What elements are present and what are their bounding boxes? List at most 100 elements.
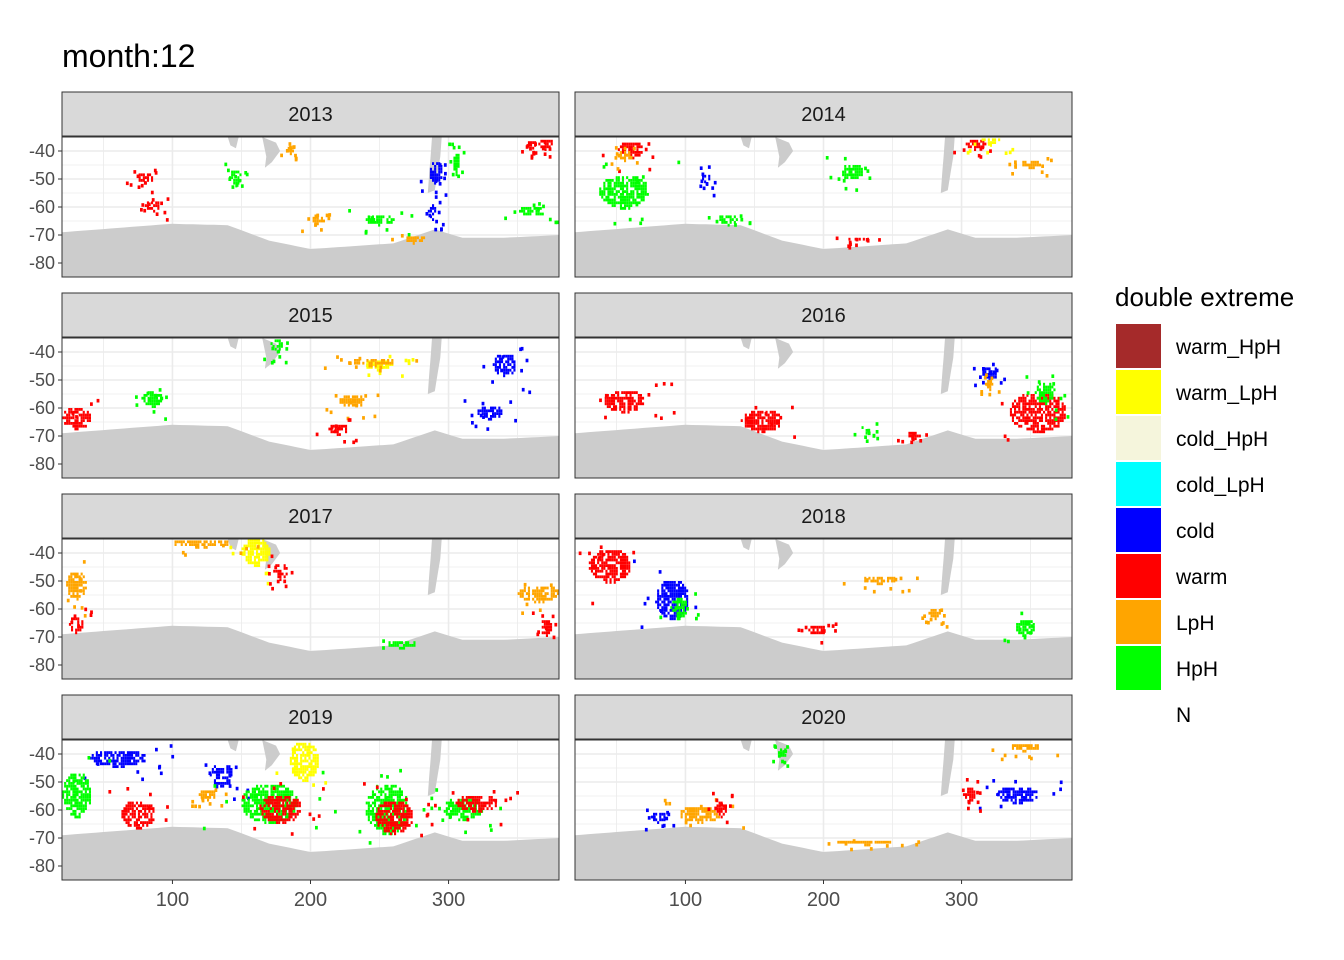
cell-warm (769, 416, 772, 420)
cell-HpH (238, 178, 241, 183)
cell-cold (686, 589, 689, 593)
cell-LpH (176, 540, 179, 544)
cell-HpH (70, 798, 73, 802)
cell-warm (633, 408, 636, 411)
cell-warm (965, 793, 968, 796)
cell-warm (642, 396, 645, 400)
cell-warm (599, 569, 602, 573)
cell-cold (122, 751, 125, 754)
cell-LpH (941, 621, 945, 625)
cell-HpH (611, 179, 614, 182)
cell-cold (118, 754, 121, 757)
cell-HpH (604, 162, 608, 167)
cell-warm (267, 804, 270, 808)
cell-warm (627, 399, 630, 403)
cell-warm (64, 410, 67, 414)
cell-warm (1045, 413, 1048, 417)
cell-cold (490, 409, 493, 413)
cell-warm (625, 391, 628, 394)
cell-warm_LpH (296, 770, 299, 774)
cell-warm (126, 787, 130, 791)
cell-HpH (472, 812, 475, 816)
cell-cold (1016, 793, 1019, 796)
cell-warm (595, 569, 598, 573)
cell-HpH (1030, 628, 1033, 632)
cell-HpH (447, 807, 450, 810)
cell-HpH (260, 810, 263, 813)
cell-LpH (224, 543, 227, 546)
cell-HpH (74, 801, 77, 805)
cell-warm (753, 416, 756, 420)
cell-warm (552, 635, 556, 640)
cell-warm (965, 142, 968, 146)
cell-warm (971, 787, 974, 791)
cell-warm_LpH (324, 781, 328, 785)
cell-warm (474, 796, 477, 799)
cell-cold (131, 756, 134, 760)
cell-LpH (68, 578, 71, 581)
cell-LpH (316, 219, 319, 223)
cell-warm (627, 410, 630, 414)
cell-HpH (644, 190, 647, 193)
cell-cold (429, 167, 432, 171)
cell-cold (663, 818, 666, 822)
cell-HpH (1051, 374, 1055, 378)
cell-HpH (644, 181, 647, 185)
cell-LpH (517, 592, 520, 595)
cell-HpH (400, 211, 404, 215)
cell-HpH (783, 760, 787, 765)
cell-HpH (76, 807, 79, 810)
cell-warm (242, 795, 245, 799)
cell-warm (470, 796, 473, 799)
cell-warm (791, 405, 794, 410)
cell-LpH (360, 398, 363, 401)
cell-warm_LpH (300, 742, 303, 746)
cell-cold (665, 592, 668, 595)
cell-cold (1006, 790, 1009, 794)
cell-HpH (1045, 391, 1048, 394)
cell-warm_LpH (300, 754, 303, 757)
cell-warm (848, 240, 852, 245)
cell-warm (290, 801, 293, 805)
cell-warm (617, 555, 620, 559)
cell-HpH (251, 790, 254, 794)
cell-HpH (399, 768, 402, 773)
cell-warm (281, 572, 284, 576)
y-tick-label: -50 (29, 571, 55, 591)
cell-HpH (390, 644, 393, 647)
cell-warm (597, 575, 600, 579)
cell-HpH (278, 812, 281, 816)
cell-LpH (624, 151, 627, 154)
cell-HpH (601, 190, 604, 193)
cell-warm (777, 413, 780, 417)
cell-HpH (287, 793, 290, 796)
cell-warm (767, 424, 770, 428)
cell-warm (978, 145, 981, 149)
cell-warm_LpH (245, 555, 248, 559)
cell-warm (463, 798, 466, 802)
cell-warm (605, 558, 608, 562)
cell-LpH (693, 810, 696, 813)
cell-HpH (367, 818, 370, 822)
cell-LpH (885, 844, 889, 848)
cell-HpH (513, 210, 517, 214)
cell-HpH (251, 798, 254, 802)
cell-warm_LpH (256, 553, 259, 556)
cell-LpH (686, 810, 689, 813)
cell-warm (605, 575, 608, 579)
cell-LpH (938, 611, 941, 615)
cell-LpH (336, 355, 339, 359)
cell-LpH (527, 595, 530, 598)
cell-HpH (1024, 628, 1027, 632)
cell-HpH (1051, 396, 1054, 400)
cell-warm (722, 807, 725, 810)
cell-warm (465, 796, 468, 799)
cell-warm (607, 550, 610, 553)
cell-HpH (76, 782, 79, 785)
cell-LpH (887, 579, 890, 583)
cell-HpH (1022, 620, 1025, 623)
cell-warm (86, 410, 89, 414)
cell-warm (383, 821, 386, 824)
cell-LpH (79, 589, 83, 593)
cell-warm (608, 399, 611, 403)
